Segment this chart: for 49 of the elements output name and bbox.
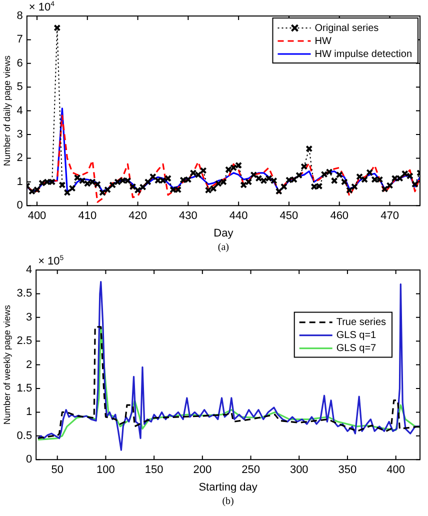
legend-label: Original series (314, 22, 379, 34)
x-tick-label: 460 (330, 210, 349, 222)
y-tick-label: 2 (16, 152, 23, 164)
y-tick-label: 3 (16, 128, 23, 141)
legend-label: GLS q=7 (336, 343, 377, 354)
text: (b) (222, 496, 234, 507)
y-tick-label: 4 (16, 104, 23, 117)
text: × 10$^{4}$ (28, 1, 55, 14)
x-tick-label: 410 (78, 210, 97, 222)
y-tick-label: 2 (26, 358, 32, 371)
x-axis-title: Starting day (198, 481, 258, 494)
x-tick-label: 50 (51, 464, 64, 476)
y-tick-label: 3 (26, 311, 32, 324)
y-tick-label: 1 (16, 176, 23, 188)
x-tick-label: 450 (280, 210, 298, 222)
y-tick-label: 0.5 (16, 430, 32, 442)
x-tick-label: 300 (290, 464, 308, 476)
y-tick-label: 6 (16, 57, 23, 70)
y-tick-label: 1 (26, 406, 32, 418)
x-tick-label: 440 (229, 210, 248, 222)
x-tick-label: 400 (386, 464, 406, 476)
legend-label: HW impulse detection (314, 48, 412, 60)
text: × 10$^{5}$ (38, 255, 64, 268)
legend-label: GLS q=1 (336, 330, 377, 342)
x-tick-label: 200 (193, 464, 212, 476)
text: (a) (218, 242, 230, 253)
x-tick-label: 420 (128, 210, 147, 222)
y-tick-label: 4 (26, 264, 32, 276)
x-tick-label: 100 (96, 464, 115, 476)
y-tick-label: 5 (16, 81, 23, 94)
y-tick-label: 2.5 (16, 335, 32, 348)
x-tick-label: 400 (28, 210, 46, 222)
y-tick-label: 1.5 (16, 382, 32, 395)
y-axis-title: Number of weekly page views (2, 304, 12, 425)
x-axis-title: Day (214, 227, 234, 240)
y-tick-label: 3.5 (16, 288, 32, 300)
y-tick-label: 7 (16, 34, 23, 46)
y-tick-label: 8 (16, 10, 23, 22)
y-tick-label: 0 (26, 454, 32, 466)
x-tick-label: 350 (338, 464, 357, 476)
x-tick-label: 250 (242, 464, 260, 476)
legend-label: HW (314, 36, 332, 47)
x-tick-label: 150 (144, 464, 164, 476)
line-series (26, 114, 420, 203)
x-tick-label: 430 (179, 210, 198, 222)
y-tick-label: 0 (16, 200, 23, 212)
legend-label: True series (336, 317, 386, 328)
y-axis-title: Number of daily page views (2, 55, 12, 166)
x-tick-label: 470 (380, 210, 399, 222)
